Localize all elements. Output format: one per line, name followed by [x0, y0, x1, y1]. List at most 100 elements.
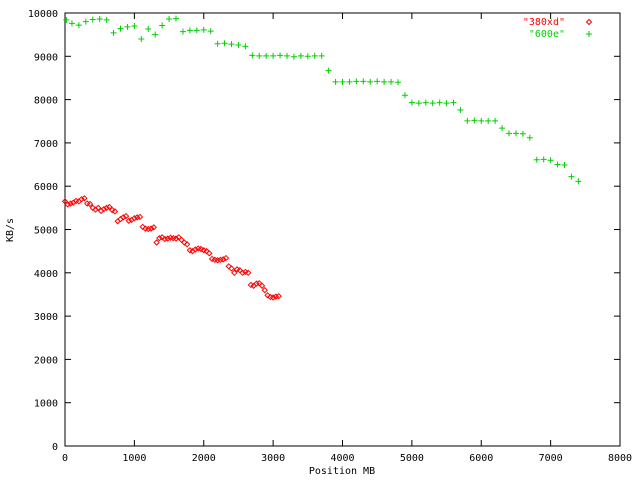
data-point	[75, 22, 82, 29]
x-tick-label: 0	[62, 453, 68, 464]
x-tick-label: 7000	[539, 453, 563, 464]
data-point	[89, 16, 96, 23]
data-point	[207, 28, 214, 35]
x-tick-label: 3000	[261, 453, 285, 464]
data-point	[150, 224, 158, 231]
data-point	[540, 156, 547, 163]
data-point	[231, 269, 238, 277]
data-point	[156, 234, 163, 242]
data-point	[133, 214, 141, 221]
data-point	[554, 161, 561, 168]
data-point	[125, 217, 133, 225]
data-point	[450, 99, 457, 106]
data-point	[124, 23, 131, 30]
x-tick-label: 5000	[400, 453, 424, 464]
y-tick-label: 10000	[28, 9, 58, 20]
data-point	[388, 78, 395, 85]
data-point	[381, 78, 388, 85]
legend-label: "380xd"	[523, 17, 565, 28]
data-point	[277, 52, 284, 59]
data-point	[152, 31, 159, 38]
data-point	[147, 225, 155, 232]
data-point	[221, 40, 228, 47]
data-point	[269, 294, 277, 301]
data-point	[264, 292, 271, 299]
data-point	[304, 53, 311, 60]
legend: "380xd""600e"	[523, 17, 593, 40]
data-point	[311, 52, 318, 59]
y-tick-label: 9000	[34, 52, 58, 63]
data-point	[153, 239, 160, 246]
y-tick-label: 2000	[34, 355, 58, 366]
data-point	[68, 20, 75, 27]
data-point	[120, 214, 127, 221]
data-point	[67, 200, 74, 207]
data-point	[512, 130, 519, 137]
data-point	[272, 293, 280, 300]
data-point	[86, 200, 94, 208]
data-point	[395, 79, 401, 86]
y-tick-label: 0	[52, 442, 58, 453]
data-point	[173, 15, 179, 22]
data-point	[186, 27, 193, 34]
data-point	[332, 78, 339, 85]
y-axis-label: KB/s	[5, 218, 16, 242]
data-point	[145, 225, 152, 233]
data-point	[249, 52, 256, 59]
data-point	[100, 205, 108, 213]
data-point	[275, 292, 282, 300]
data-point	[179, 28, 186, 35]
data-point	[429, 100, 436, 107]
data-point	[568, 173, 575, 180]
data-point	[290, 53, 297, 60]
data-point	[253, 280, 260, 287]
data-point	[89, 204, 96, 212]
data-point	[297, 52, 304, 59]
data-point	[183, 241, 191, 248]
data-point	[263, 52, 270, 59]
y-tick-label: 1000	[34, 399, 58, 410]
x-tick-label: 8000	[608, 453, 632, 464]
data-point	[422, 99, 429, 106]
x-tick-label: 4000	[330, 453, 354, 464]
data-point	[492, 117, 499, 124]
data-point	[256, 52, 263, 59]
data-point	[106, 203, 113, 211]
data-point	[136, 213, 144, 221]
data-point	[228, 265, 235, 272]
y-tick-label: 5000	[34, 226, 58, 237]
legend-marker	[585, 18, 593, 26]
data-point	[258, 282, 266, 289]
data-point	[415, 100, 422, 107]
data-point	[214, 40, 221, 47]
data-point	[561, 161, 568, 168]
data-point	[206, 250, 213, 257]
data-point	[346, 78, 353, 85]
data-point	[339, 78, 346, 85]
data-point	[161, 235, 169, 243]
data-point	[485, 117, 492, 124]
data-point	[197, 245, 205, 253]
data-point	[478, 117, 485, 124]
data-point	[270, 52, 277, 59]
data-point	[117, 25, 124, 32]
data-point	[235, 42, 242, 49]
data-point	[193, 27, 200, 34]
data-point	[533, 156, 540, 163]
data-point	[284, 52, 290, 59]
data-point	[172, 235, 180, 242]
data-point	[200, 26, 207, 33]
data-point	[192, 246, 199, 253]
data-point	[64, 201, 71, 208]
data-point	[547, 157, 554, 164]
plot-frame	[64, 12, 621, 447]
data-point	[61, 198, 69, 205]
data-point	[457, 106, 464, 113]
data-point	[110, 29, 117, 36]
data-point	[526, 134, 533, 141]
data-point	[575, 178, 582, 185]
axis-ticks: 0 1000 2000 3000 4000 5000 6000 7000 8000 0 1000 20…	[28, 9, 632, 464]
data-point	[181, 239, 188, 246]
data-point	[81, 195, 88, 202]
y-tick-label: 6000	[34, 182, 58, 193]
